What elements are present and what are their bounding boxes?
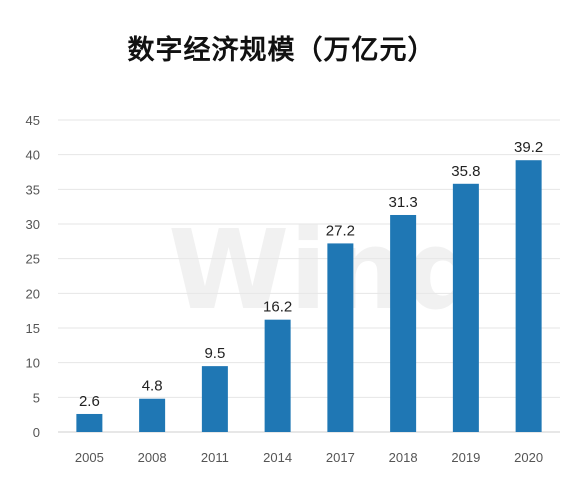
bar [390, 214, 417, 432]
bar-value-label: 31.3 [389, 194, 418, 211]
bar [327, 243, 354, 432]
y-tick-label: 45 [26, 113, 40, 128]
bar-value-label: 39.2 [514, 139, 543, 156]
x-tick-label: 2017 [326, 450, 355, 465]
x-tick-label: 2014 [263, 450, 292, 465]
y-tick-label: 15 [26, 321, 40, 336]
bar [452, 183, 479, 432]
x-tick-label: 2019 [451, 450, 480, 465]
bar [76, 413, 103, 432]
x-tick-label: 2018 [389, 450, 418, 465]
x-tick-label: 2008 [138, 450, 167, 465]
bar [139, 398, 166, 432]
bar-value-label: 9.5 [204, 345, 225, 362]
bar [264, 319, 291, 432]
bar-value-label: 4.8 [142, 378, 163, 395]
y-tick-label: 25 [26, 252, 40, 267]
bar [201, 366, 228, 432]
x-tick-label: 2020 [514, 450, 543, 465]
y-tick-label: 5 [33, 390, 40, 405]
y-tick-label: 20 [26, 286, 40, 301]
x-tick-label: 2011 [201, 450, 229, 465]
bar-value-label: 27.2 [326, 222, 355, 239]
y-tick-label: 35 [26, 182, 40, 197]
watermark-text: Wind [168, 206, 484, 334]
y-tick-label: 30 [26, 217, 40, 232]
chart-title: 数字经济规模（万亿元） [127, 35, 436, 66]
bar [515, 160, 542, 433]
bar-value-label: 35.8 [451, 163, 480, 180]
bar-value-label: 2.6 [79, 393, 100, 410]
y-tick-label: 40 [26, 148, 40, 163]
bar-value-label: 16.2 [263, 299, 292, 316]
x-tick-label: 2005 [75, 450, 104, 465]
y-tick-label: 0 [33, 425, 40, 440]
y-tick-label: 10 [26, 356, 40, 371]
